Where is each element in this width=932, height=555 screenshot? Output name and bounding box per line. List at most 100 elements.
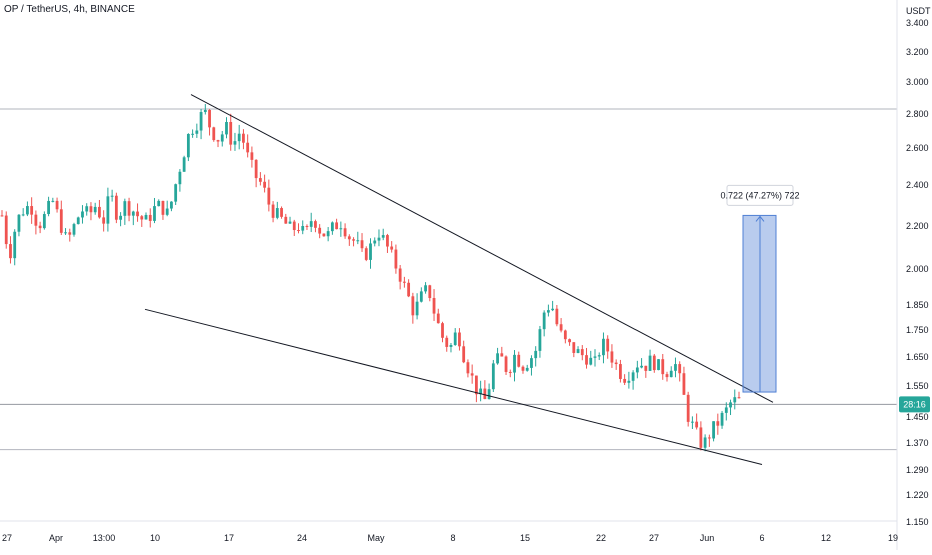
candle-body	[640, 365, 643, 368]
candle-body	[157, 200, 161, 207]
candle-body	[263, 181, 267, 188]
candle-body	[521, 366, 525, 371]
wedge-upper-trendline[interactable]	[190, 94, 774, 403]
candle-body	[483, 388, 487, 400]
candle-body	[127, 201, 131, 216]
candle-body	[644, 365, 648, 371]
candle-body	[297, 230, 300, 232]
candle-body	[335, 222, 339, 230]
x-tick-label: 19	[888, 533, 898, 543]
candle-body	[47, 200, 50, 215]
y-tick-label: 1.290	[906, 465, 929, 475]
candle-body	[284, 216, 288, 224]
candle-body	[191, 133, 195, 135]
candle-body	[428, 285, 432, 299]
candle-body	[21, 214, 25, 216]
candle-body	[93, 206, 97, 213]
candle-body	[102, 217, 106, 224]
candle-body	[580, 349, 584, 356]
measure-label: 0.722 (47.27%) 722	[720, 190, 799, 200]
candle-body	[402, 281, 406, 283]
candle-body	[458, 332, 461, 347]
candle-body	[318, 227, 322, 234]
candle-body	[55, 200, 59, 210]
measure-label-box	[726, 184, 794, 206]
wedge-lower-trendline[interactable]	[144, 308, 763, 466]
candle-body	[386, 235, 389, 247]
candle-body	[186, 134, 190, 158]
measure-arrow-head	[755, 215, 765, 222]
candle-body	[237, 133, 241, 142]
y-tick-label: 1.650	[906, 352, 929, 362]
candle-body	[13, 231, 17, 259]
candle-body	[326, 231, 330, 237]
x-tick-label: 6	[759, 533, 764, 543]
candle-body	[716, 421, 720, 426]
candle-body	[170, 201, 173, 209]
candle-body	[343, 228, 347, 237]
candle-body	[182, 157, 186, 172]
candle-body	[72, 224, 76, 235]
candle-body	[538, 329, 542, 351]
x-tick-label: Apr	[49, 533, 63, 543]
candle-body	[280, 208, 283, 217]
candle-body	[479, 388, 483, 395]
candle-body	[68, 232, 72, 235]
candle-body	[504, 356, 508, 372]
candle-body	[339, 228, 343, 230]
candle-body	[106, 196, 110, 224]
candle-body	[254, 159, 258, 179]
candle-body	[691, 421, 694, 423]
y-tick-label: 1.550	[906, 381, 929, 391]
x-tick-label: May	[367, 533, 385, 543]
candle-body	[720, 412, 724, 426]
candle-body	[652, 355, 656, 371]
candle-body	[398, 268, 402, 282]
candle-body	[178, 171, 182, 185]
candle-body	[530, 358, 533, 368]
candle-body	[42, 214, 46, 229]
candle-body	[381, 235, 385, 238]
candle-body	[250, 152, 254, 160]
candle-body	[712, 421, 715, 439]
candle-body	[275, 208, 279, 218]
candle-body	[415, 301, 419, 316]
candle-body	[555, 308, 559, 325]
x-tick-label: 13:00	[93, 533, 116, 543]
candle-body	[699, 427, 703, 448]
candle-body	[305, 226, 309, 228]
candle-body	[441, 323, 444, 338]
candle-body	[674, 364, 677, 371]
candle-body	[229, 121, 233, 145]
candle-body	[559, 324, 563, 331]
candle-body	[610, 351, 614, 363]
candle-body	[496, 353, 499, 364]
y-tick-label: 1.220	[906, 490, 929, 500]
y-tick-label: 3.200	[906, 47, 929, 57]
candle-body	[267, 187, 271, 205]
y-tick-label: 1.850	[906, 300, 929, 310]
candle-body	[695, 421, 699, 428]
candle-body	[59, 209, 63, 233]
x-tick-label: 27	[2, 533, 12, 543]
candle-body	[534, 350, 538, 359]
candle-body	[123, 201, 127, 216]
candle-body	[661, 359, 665, 375]
candle-body	[466, 362, 470, 374]
candle-body	[144, 214, 148, 220]
candle-body	[212, 127, 216, 141]
candle-body	[517, 354, 521, 367]
candle-body	[288, 221, 292, 224]
candle-body	[619, 364, 622, 379]
candle-body	[682, 373, 686, 395]
y-tick-label: 1.370	[906, 438, 929, 448]
candle-body	[551, 308, 555, 311]
candle-body	[34, 214, 38, 226]
candle-body	[419, 291, 423, 302]
candle-body	[356, 240, 360, 242]
candle-body	[64, 232, 67, 234]
candle-body	[445, 337, 449, 347]
chart-title: OP / TetherUS, 4h, BINANCE	[4, 4, 135, 15]
y-tick-label: 1.450	[906, 412, 929, 422]
